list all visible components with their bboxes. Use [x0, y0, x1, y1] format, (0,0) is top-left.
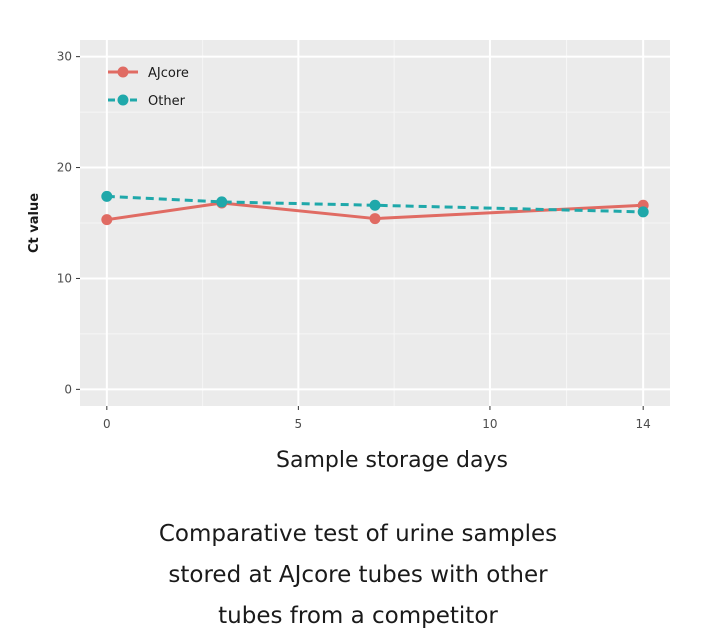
x-tick-label: 10 [482, 417, 497, 431]
legend: AJcore Other [108, 66, 189, 109]
x-axis-title: Sample storage days [276, 448, 508, 473]
data-point-other [216, 196, 228, 208]
legend-key-marker-ajcore [117, 66, 129, 78]
line-chart: 0 5 10 14 0 10 20 30 Ct value Sample storage da… [27, 40, 670, 473]
data-point-other [637, 206, 649, 218]
y-tick-label: 10 [57, 271, 72, 285]
y-tick-label: 0 [64, 382, 72, 396]
y-tick-label: 20 [57, 161, 72, 175]
data-point-other [369, 199, 381, 211]
minor-gridlines [80, 40, 670, 406]
data-point-ajcore [369, 213, 381, 225]
major-gridlines [80, 40, 670, 406]
figure-caption: Comparative test of urine samples stored… [0, 514, 716, 637]
series-line-other [106, 194, 644, 214]
legend-label-ajcore: AJcore [148, 66, 189, 81]
data-point-other [101, 190, 113, 202]
x-tick-label: 5 [295, 417, 303, 431]
y-tick-label: 30 [57, 50, 72, 64]
x-tick-label: 0 [103, 417, 111, 431]
axes-layer: 0 5 10 14 0 10 20 30 [57, 50, 651, 431]
y-axis-title: Ct value [27, 193, 42, 253]
legend-label-other: Other [148, 94, 186, 109]
caption-line: Comparative test of urine samples [158, 521, 558, 547]
legend-key-marker-other [117, 94, 129, 106]
caption-line: stored at AJcore tubes with other [168, 562, 548, 588]
series-layer [101, 190, 649, 226]
x-tick-label: 14 [636, 417, 651, 431]
series-line-ajcore [106, 201, 644, 222]
data-point-ajcore [101, 214, 113, 226]
caption-line: tubes from a competitor [218, 603, 498, 629]
